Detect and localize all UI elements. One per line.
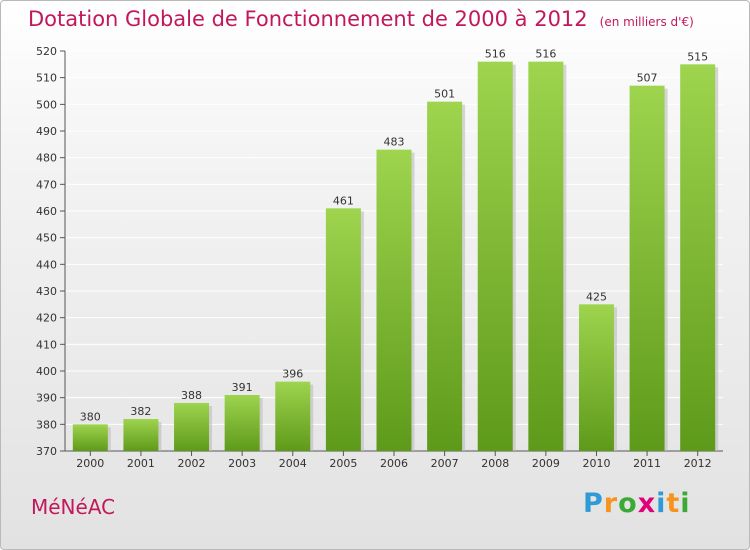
x-tick-label: 2001 xyxy=(127,457,155,470)
x-tick-label: 2000 xyxy=(76,457,104,470)
x-tick-label: 2012 xyxy=(684,457,712,470)
data-label-2007: 501 xyxy=(434,88,455,101)
bar-2007 xyxy=(427,101,463,452)
bar-2002 xyxy=(174,403,210,451)
bar-2001 xyxy=(123,419,159,451)
logo-letter: r xyxy=(603,488,619,519)
x-tick-label: 2008 xyxy=(481,457,509,470)
bar-2004 xyxy=(275,381,311,451)
y-tick-label: 450 xyxy=(36,232,57,245)
commune-name: MéNéAC xyxy=(31,495,116,519)
data-label-2009: 516 xyxy=(535,48,556,61)
y-tick-label: 400 xyxy=(36,365,57,378)
bar-2009 xyxy=(528,61,564,452)
x-tick-label: 2011 xyxy=(633,457,661,470)
data-label-2003: 391 xyxy=(232,381,253,394)
bar-2010 xyxy=(578,304,614,451)
chart-title: Dotation Globale de Fonctionnement de 20… xyxy=(28,7,694,31)
chart-title-text: Dotation Globale de Fonctionnement de 20… xyxy=(28,7,588,31)
data-label-2008: 516 xyxy=(485,48,506,61)
logo-letter: o xyxy=(618,488,638,519)
x-tick-label: 2010 xyxy=(582,457,610,470)
bar-2005 xyxy=(325,208,361,451)
x-tick-label: 2004 xyxy=(279,457,307,470)
proxiti-logo: Proxiti xyxy=(583,488,691,519)
logo-letter: P xyxy=(583,488,604,519)
y-tick-label: 480 xyxy=(36,152,57,165)
data-label-2005: 461 xyxy=(333,194,354,207)
y-tick-label: 510 xyxy=(36,72,57,85)
logo-letter: x xyxy=(637,488,657,519)
x-tick-label: 2009 xyxy=(532,457,560,470)
bar-2012 xyxy=(680,64,716,452)
bar-2011 xyxy=(629,85,665,452)
y-tick-label: 390 xyxy=(36,392,57,405)
bar-2003 xyxy=(224,395,260,451)
axes: 370 380 390 400 410 420 430 440 450 460 470 480 490 5… xyxy=(36,45,723,470)
data-label-2006: 483 xyxy=(384,136,405,149)
y-tick-label: 490 xyxy=(36,125,57,138)
bar-2008 xyxy=(477,61,513,452)
y-tick-label: 380 xyxy=(36,418,57,431)
logo-letter: i xyxy=(656,488,667,519)
data-label-2012: 515 xyxy=(687,50,708,63)
data-label-2010: 425 xyxy=(586,290,607,303)
y-tick-label: 460 xyxy=(36,205,57,218)
x-tick-label: 2005 xyxy=(329,457,357,470)
y-tick-label: 440 xyxy=(36,258,57,271)
y-tick-label: 370 xyxy=(36,445,57,458)
y-tick-label: 410 xyxy=(36,338,57,351)
data-label-2001: 382 xyxy=(130,405,151,418)
y-tick-label: 520 xyxy=(36,45,57,58)
data-label-2000: 380 xyxy=(80,410,101,423)
y-tick-label: 470 xyxy=(36,178,57,191)
data-label-2011: 507 xyxy=(637,72,658,85)
data-label-2002: 388 xyxy=(181,389,202,402)
y-tick-label: 430 xyxy=(36,285,57,298)
y-tick-label: 500 xyxy=(36,98,57,111)
data-label-2004: 396 xyxy=(282,368,303,381)
logo-letter: i xyxy=(680,488,691,519)
labels: 380 382 388 391 396 461 483 501 516 516 425 507 515 xyxy=(80,48,708,424)
bar-chart: 370 380 390 400 410 420 430 440 450 460 470 480 490 5… xyxy=(36,45,723,470)
bar-2006 xyxy=(376,149,412,451)
bars xyxy=(72,61,719,452)
y-tick-label: 420 xyxy=(36,312,57,325)
bar-2000 xyxy=(72,424,108,451)
x-tick-label: 2006 xyxy=(380,457,408,470)
x-tick-label: 2003 xyxy=(228,457,256,470)
x-tick-label: 2007 xyxy=(431,457,459,470)
x-tick-label: 2002 xyxy=(178,457,206,470)
chart-unit-note: (en milliers d'€) xyxy=(599,15,694,29)
logo-letter: t xyxy=(666,488,681,519)
